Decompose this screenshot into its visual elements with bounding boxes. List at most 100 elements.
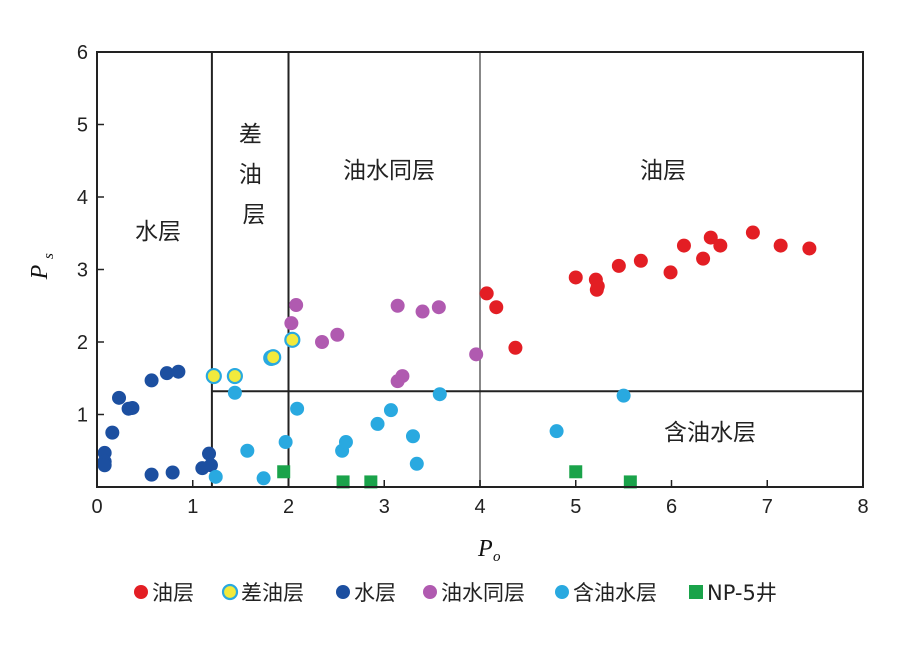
data-point	[277, 465, 291, 479]
legend-marker	[555, 585, 569, 599]
data-point	[171, 364, 186, 379]
data-point	[409, 456, 424, 471]
legend-item: 差油层	[221, 581, 304, 605]
y-axis-title: P s	[27, 253, 57, 280]
legend-label: 水层	[354, 581, 396, 605]
data-point	[208, 469, 223, 484]
y-tick-label: 4	[77, 187, 88, 209]
data-point	[370, 416, 385, 431]
x-tick-label: 3	[379, 496, 390, 518]
data-point	[616, 388, 631, 403]
legend-label: 油水同层	[441, 581, 525, 605]
x-axis-title: P o	[477, 536, 501, 565]
data-point	[284, 316, 299, 331]
legend-marker	[221, 583, 239, 601]
region-label-poor-oil: 差 油 层	[239, 122, 269, 228]
data-point	[284, 331, 301, 348]
legend-item: 油层	[134, 581, 194, 605]
legend-label: 差油层	[241, 581, 304, 605]
svg-text:P: P	[27, 264, 53, 280]
data-point	[549, 424, 564, 439]
data-point	[105, 425, 120, 440]
legend-item: 油水同层	[423, 581, 525, 605]
data-point	[773, 238, 788, 253]
data-point	[469, 347, 484, 362]
data-point	[364, 475, 378, 489]
data-point	[633, 253, 648, 268]
data-point	[289, 298, 304, 313]
data-point	[489, 300, 504, 315]
svg-text:s: s	[41, 253, 57, 259]
data-point	[611, 258, 626, 273]
data-point	[432, 387, 447, 402]
x-tick-label: 4	[474, 496, 485, 518]
data-point	[278, 435, 293, 450]
x-tick-label: 8	[857, 496, 868, 518]
region-label-water: 水层	[135, 219, 181, 245]
data-point	[165, 465, 180, 480]
data-point	[395, 369, 410, 384]
data-point	[205, 367, 222, 385]
data-point	[290, 401, 305, 416]
y-tick-label: 3	[77, 260, 88, 282]
data-point	[144, 467, 159, 482]
data-point	[330, 327, 345, 342]
data-point	[802, 241, 817, 256]
legend-label: 含油水层	[573, 581, 657, 605]
legend-label: 油层	[152, 581, 194, 605]
data-point	[590, 279, 605, 294]
data-point	[112, 390, 127, 405]
data-point	[415, 304, 430, 319]
data-point	[696, 251, 711, 266]
data-point	[336, 475, 350, 489]
x-tick-label: 1	[187, 496, 198, 518]
data-point	[203, 458, 218, 473]
data-point	[227, 385, 242, 400]
x-tick-label: 2	[283, 496, 294, 518]
legend-marker	[689, 585, 703, 599]
region-label-oil: 油层	[640, 158, 686, 184]
data-point	[159, 366, 174, 381]
svg-text:o: o	[493, 549, 501, 565]
legend-item: NP-5井	[689, 581, 777, 605]
legend-item: 含油水层	[555, 581, 657, 605]
data-point	[676, 238, 691, 253]
legend-marker	[423, 585, 437, 599]
legend-marker	[336, 585, 350, 599]
data-point	[568, 270, 583, 285]
data-point	[97, 458, 112, 473]
data-point	[144, 373, 159, 388]
y-tick-label: 6	[77, 42, 88, 64]
data-point	[479, 286, 494, 301]
y-tick-label: 1	[77, 405, 88, 427]
data-point	[226, 367, 243, 385]
data-point	[431, 300, 446, 315]
axis-ticks: 0 1 2 3 4 5 6 7 8 1 2 3 4 5 6	[77, 42, 869, 518]
data-point	[265, 349, 282, 366]
x-tick-label: 6	[666, 496, 677, 518]
region-label-oily-water: 含油水层	[664, 420, 756, 446]
region-boundaries	[210, 52, 863, 487]
data-point	[508, 340, 523, 355]
x-tick-label: 0	[91, 496, 102, 518]
data-points	[97, 225, 817, 489]
data-point	[256, 471, 271, 486]
data-point	[703, 230, 718, 245]
legend-item: 水层	[336, 581, 396, 605]
x-tick-label: 7	[762, 496, 773, 518]
data-point	[390, 298, 405, 313]
svg-text:P: P	[477, 536, 493, 562]
data-point	[338, 435, 353, 450]
data-point	[623, 475, 637, 489]
data-point	[202, 446, 217, 461]
y-tick-label: 5	[77, 115, 88, 137]
y-tick-label: 2	[77, 332, 88, 354]
data-point	[315, 335, 330, 349]
legend-label: NP-5井	[707, 581, 777, 605]
legend: 油层 差油层 水层 油水同层 含油水层 NP-5井	[134, 581, 777, 605]
legend-marker	[134, 585, 148, 599]
data-point	[125, 400, 140, 415]
data-point	[713, 238, 728, 253]
data-point	[405, 429, 420, 444]
